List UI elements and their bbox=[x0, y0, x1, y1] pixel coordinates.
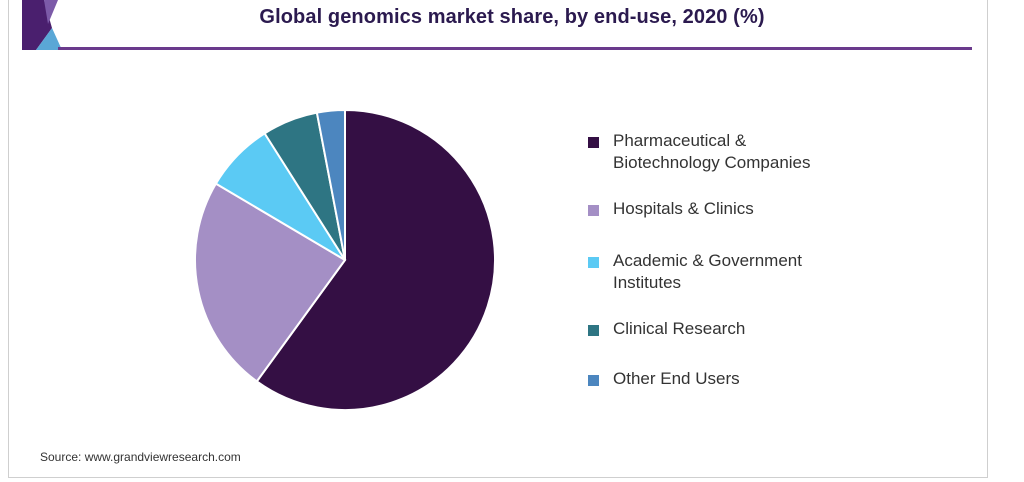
legend-label: Pharmaceutical & Biotechnology Companies bbox=[613, 131, 811, 172]
pie-slice-1 bbox=[194, 182, 347, 383]
pie-chart bbox=[194, 108, 496, 411]
legend-label: Clinical Research bbox=[613, 319, 746, 338]
legend-swatch bbox=[588, 137, 599, 148]
legend-label: Academic & Government Institutes bbox=[613, 251, 802, 292]
legend-swatch bbox=[588, 375, 599, 386]
legend-swatch bbox=[588, 257, 599, 268]
chart-title: Global genomics market share, by end-use… bbox=[259, 6, 765, 28]
legend-swatch bbox=[588, 205, 599, 216]
chart-frame bbox=[8, 0, 988, 478]
legend-label: Other End Users bbox=[613, 369, 740, 388]
pie-slice-0 bbox=[255, 108, 496, 411]
source-note: Source: www.grandviewresearch.com bbox=[40, 450, 241, 464]
title-divider bbox=[58, 47, 972, 50]
brand-logo bbox=[22, 0, 62, 50]
legend-label: Hospitals & Clinics bbox=[613, 199, 754, 218]
pie-slice-4 bbox=[315, 108, 346, 261]
legend-swatch bbox=[588, 325, 599, 336]
